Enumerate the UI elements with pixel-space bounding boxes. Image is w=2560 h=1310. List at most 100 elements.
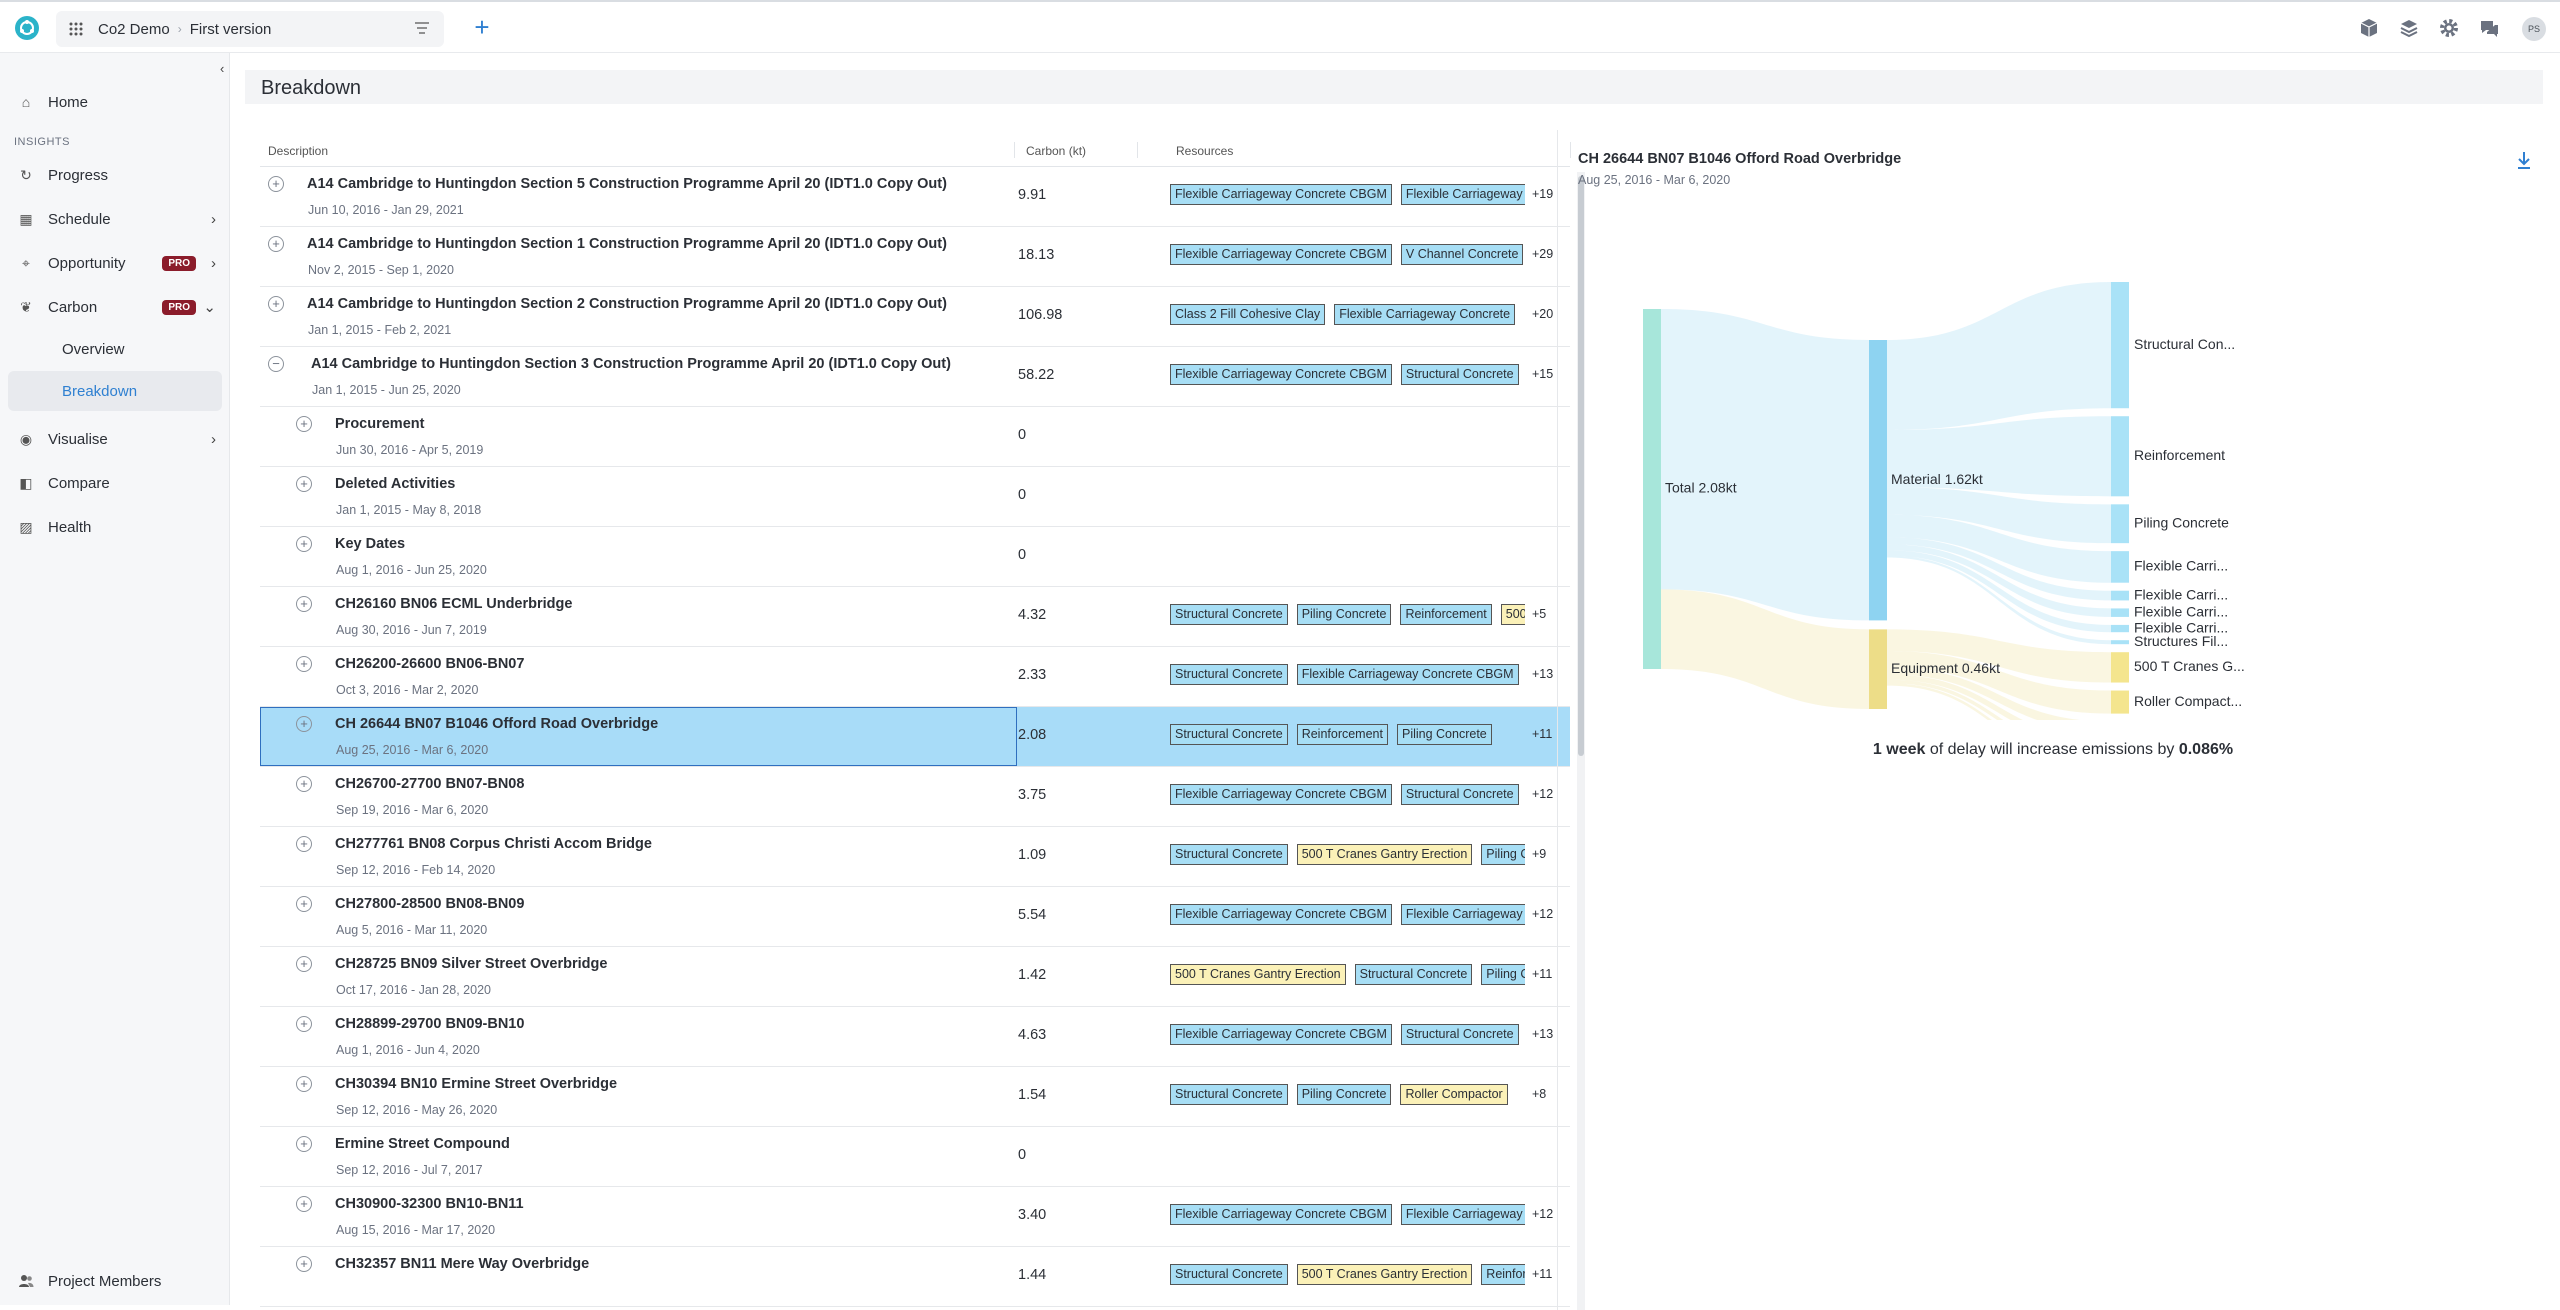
- table-row[interactable]: + CH30394 BN10 Ermine Street Overbridge Se…: [260, 1067, 1570, 1127]
- table-row[interactable]: + CH28899-29700 BN09-BN10 Aug 1, 2016 - Ju…: [260, 1007, 1570, 1067]
- expand-row-icon[interactable]: +: [296, 656, 312, 672]
- row-name[interactable]: CH28725 BN09 Silver Street Overbridge: [335, 956, 608, 972]
- apps-grid-icon[interactable]: [68, 21, 84, 37]
- material-resource-chip[interactable]: Flexible Carriageway Concrete CBGM: [1170, 184, 1392, 205]
- material-resource-chip[interactable]: Structural Concrete: [1170, 1264, 1288, 1285]
- material-resource-chip[interactable]: Flexible Carriageway Concrete CBGM: [1170, 1204, 1392, 1225]
- row-name[interactable]: A14 Cambridge to Huntingdon Section 3 Co…: [311, 356, 951, 372]
- table-row[interactable]: + Key Dates Aug 1, 2016 - Jun 25, 2020 0: [260, 527, 1570, 587]
- row-name[interactable]: CH26160 BN06 ECML Underbridge: [335, 596, 573, 612]
- column-header-carbon[interactable]: Carbon (kt): [1026, 144, 1087, 158]
- cube-icon[interactable]: [2358, 17, 2380, 39]
- table-scroll-thumb[interactable]: [1578, 176, 1584, 756]
- sidebar-item-compare[interactable]: ◧ Compare: [8, 463, 222, 503]
- material-resource-chip[interactable]: Flexible Carriageway Concrete: [1400, 904, 1525, 925]
- collapse-sidebar-icon[interactable]: ‹: [220, 61, 225, 76]
- material-resource-chip[interactable]: Structural Concrete: [1400, 1024, 1519, 1045]
- download-icon[interactable]: [2516, 150, 2532, 170]
- material-resource-chip[interactable]: Flexible Carriageway Concrete CBGM: [1170, 784, 1392, 805]
- sidebar-item-breakdown[interactable]: Breakdown: [8, 371, 222, 411]
- material-resource-chip[interactable]: Reinforcement: [1296, 724, 1388, 745]
- row-name[interactable]: CH27800-28500 BN08-BN09: [335, 896, 525, 912]
- more-resources-count[interactable]: +8: [1532, 1087, 1547, 1101]
- material-resource-chip[interactable]: Piling Concrete: [1296, 1084, 1392, 1105]
- row-name[interactable]: A14 Cambridge to Huntingdon Section 1 Co…: [307, 236, 947, 252]
- table-row[interactable]: + A14 Cambridge to Huntingdon Section 2 C…: [260, 287, 1570, 347]
- expand-row-icon[interactable]: +: [268, 296, 284, 312]
- material-resource-chip[interactable]: Reinforcement: [1400, 604, 1492, 625]
- sidebar-item-health[interactable]: ▨ Health: [8, 507, 222, 547]
- more-resources-count[interactable]: +11: [1532, 1267, 1553, 1281]
- more-resources-count[interactable]: +12: [1532, 1207, 1554, 1221]
- column-divider[interactable]: [1137, 142, 1138, 158]
- row-name[interactable]: CH32357 BN11 Mere Way Overbridge: [335, 1256, 590, 1272]
- expand-row-icon[interactable]: +: [296, 1196, 312, 1212]
- row-name[interactable]: Deleted Activities: [335, 476, 456, 492]
- expand-row-icon[interactable]: +: [296, 956, 312, 972]
- row-name[interactable]: CH30900-32300 BN10-BN11: [335, 1196, 524, 1212]
- expand-row-icon[interactable]: +: [296, 776, 312, 792]
- material-resource-chip[interactable]: Flexible Carriageway Concrete CBGM: [1170, 364, 1392, 385]
- column-header-description[interactable]: Description: [268, 144, 329, 158]
- equipment-resource-chip[interactable]: 500 T Cranes: [1500, 604, 1525, 625]
- more-resources-count[interactable]: +5: [1532, 607, 1547, 621]
- filter-lines-icon[interactable]: [414, 21, 430, 35]
- row-name[interactable]: CH28899-29700 BN09-BN10: [335, 1016, 525, 1032]
- row-name[interactable]: CH26700-27700 BN07-BN08: [335, 776, 525, 792]
- material-resource-chip[interactable]: Piling Concrete: [1481, 964, 1525, 985]
- material-resource-chip[interactable]: Flexible Carriageway Concrete: [1334, 304, 1516, 325]
- row-name[interactable]: A14 Cambridge to Huntingdon Section 5 Co…: [307, 176, 947, 192]
- material-resource-chip[interactable]: Flexible Carriageway Concrete CBGM: [1296, 664, 1519, 685]
- material-resource-chip[interactable]: Flexible Carriageway Concrete CBGM: [1170, 904, 1392, 925]
- row-name[interactable]: Ermine Street Compound: [335, 1136, 510, 1152]
- table-row[interactable]: + CH26160 BN06 ECML Underbridge Aug 30, 20…: [260, 587, 1570, 647]
- row-name[interactable]: CH 26644 BN07 B1046 Offord Road Overbrid…: [335, 716, 659, 732]
- more-resources-count[interactable]: +11: [1532, 727, 1553, 741]
- row-name[interactable]: Procurement: [335, 416, 425, 432]
- table-row[interactable]: + A14 Cambridge to Huntingdon Section 1 C…: [260, 227, 1570, 287]
- more-resources-count[interactable]: +20: [1532, 307, 1554, 321]
- table-row[interactable]: + Deleted Activities Jan 1, 2015 - May 8, …: [260, 467, 1570, 527]
- column-divider[interactable]: [1570, 142, 1571, 158]
- sidebar-item-visualise[interactable]: ◉ Visualise ›: [8, 419, 222, 459]
- equipment-resource-chip[interactable]: 500 T Cranes Gantry Erection: [1170, 964, 1346, 985]
- material-resource-chip[interactable]: Piling Concrete: [1296, 604, 1392, 625]
- project-selector[interactable]: Co2 Demo › First version: [56, 11, 444, 47]
- gear-icon[interactable]: [2438, 17, 2460, 39]
- more-resources-count[interactable]: +13: [1532, 667, 1554, 681]
- material-resource-chip[interactable]: Structural Concrete: [1170, 844, 1288, 865]
- table-row[interactable]: + CH32357 BN11 Mere Way Overbridge 1.44 Str…: [260, 1247, 1570, 1307]
- help-chat-icon[interactable]: [2478, 17, 2500, 39]
- material-resource-chip[interactable]: Structural Concrete: [1354, 964, 1473, 985]
- more-resources-count[interactable]: +29: [1532, 247, 1554, 261]
- table-row[interactable]: + CH277761 BN08 Corpus Christi Accom Brid…: [260, 827, 1570, 887]
- project-name[interactable]: Co2 Demo: [98, 20, 170, 38]
- layers-icon[interactable]: [2398, 17, 2420, 39]
- more-resources-count[interactable]: +12: [1532, 907, 1554, 921]
- expand-row-icon[interactable]: +: [296, 896, 312, 912]
- expand-row-icon[interactable]: +: [296, 1136, 312, 1152]
- app-logo-icon[interactable]: [14, 15, 40, 41]
- expand-row-icon[interactable]: +: [296, 716, 312, 732]
- column-header-resources[interactable]: Resources: [1176, 144, 1234, 158]
- more-resources-count[interactable]: +19: [1532, 187, 1554, 201]
- more-resources-count[interactable]: +9: [1532, 847, 1547, 861]
- table-row[interactable]: + CH30900-32300 BN10-BN11 Aug 15, 2016 - M…: [260, 1187, 1570, 1247]
- table-row[interactable]: + CH26200-26600 BN06-BN07 Oct 3, 2016 - Ma…: [260, 647, 1570, 707]
- material-resource-chip[interactable]: Reinforcement: [1481, 1264, 1525, 1285]
- expand-row-icon[interactable]: +: [296, 1076, 312, 1092]
- more-resources-count[interactable]: +13: [1532, 1027, 1554, 1041]
- more-resources-count[interactable]: +12: [1532, 787, 1554, 801]
- material-resource-chip[interactable]: Flexible Carriageway Concrete CBGM: [1170, 244, 1392, 265]
- equipment-resource-chip[interactable]: Roller Compactor: [1400, 1084, 1508, 1105]
- table-row[interactable]: + CH27800-28500 BN08-BN09 Aug 5, 2016 - Ma…: [260, 887, 1570, 947]
- more-resources-count[interactable]: +11: [1532, 967, 1553, 981]
- expand-row-icon[interactable]: +: [296, 536, 312, 552]
- table-row[interactable]: + CH 26644 BN07 B1046 Offord Road Overbri…: [260, 707, 1570, 767]
- sidebar-item-home[interactable]: ⌂ Home: [8, 82, 222, 122]
- sidebar-item-opportunity[interactable]: ⌖ Opportunity PRO ›: [8, 243, 222, 283]
- expand-row-icon[interactable]: +: [296, 1016, 312, 1032]
- sidebar-item-overview[interactable]: Overview: [8, 329, 222, 369]
- material-resource-chip[interactable]: Structural Concrete: [1170, 604, 1288, 625]
- expand-row-icon[interactable]: +: [296, 416, 312, 432]
